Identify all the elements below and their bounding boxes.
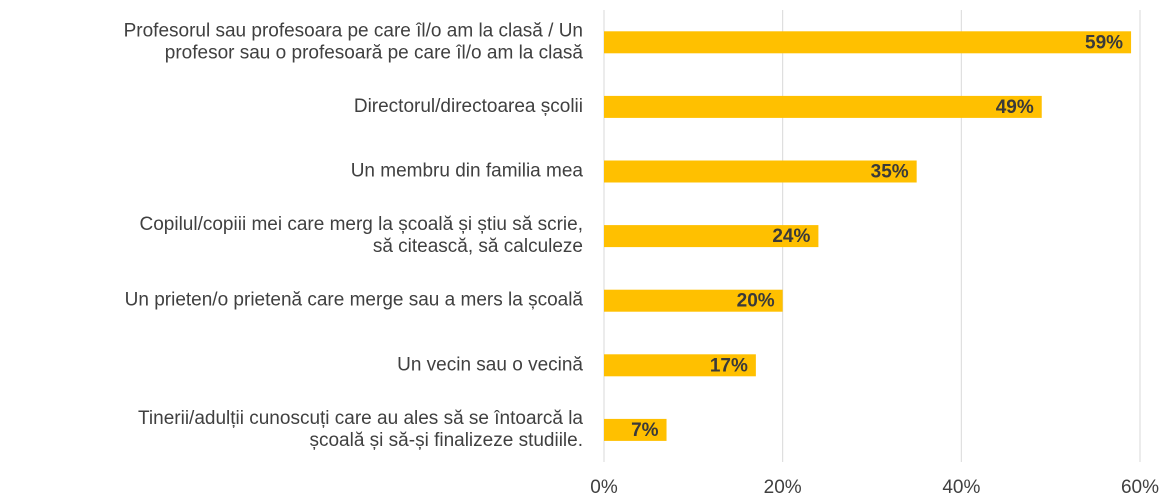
y-tick-label: Directorul/directoarea școlii (354, 96, 583, 117)
bar (604, 354, 756, 377)
y-tick-label: Profesorul sau profesoara pe care îl/o a… (124, 20, 583, 41)
y-tick-label: Un membru din familia mea (351, 161, 584, 182)
value-label: 20% (737, 291, 775, 312)
y-tick-label: să citească, să calculeze (373, 236, 583, 257)
value-label: 24% (772, 226, 810, 247)
y-tick-label: Tinerii/adulții cunoscuți care au ales s… (138, 408, 583, 429)
value-label: 7% (631, 420, 659, 441)
bar (604, 31, 1132, 54)
y-tick-label: Un prieten/o prietenă care merge sau a m… (125, 290, 584, 311)
bar (604, 95, 1042, 118)
y-tick-label: școală și să-și finalizeze studiile. (309, 430, 583, 451)
value-label: 49% (996, 97, 1034, 118)
y-tick-label: profesor sau o profesoară pe care îl/o a… (165, 42, 584, 63)
value-label: 17% (710, 355, 748, 376)
value-label: 35% (871, 162, 909, 183)
y-tick-label: Un vecin sau o vecină (397, 354, 583, 375)
bar (604, 225, 819, 248)
bar (604, 160, 917, 183)
bar (604, 418, 667, 441)
bar (604, 289, 783, 312)
x-tick-label: 20% (764, 477, 802, 498)
y-tick-label: Copilul/copiii mei care merg la școală ș… (140, 214, 584, 235)
x-tick-label: 0% (590, 477, 618, 498)
x-tick-label: 40% (942, 477, 980, 498)
value-label: 59% (1085, 32, 1123, 53)
x-tick-label: 60% (1121, 477, 1159, 498)
